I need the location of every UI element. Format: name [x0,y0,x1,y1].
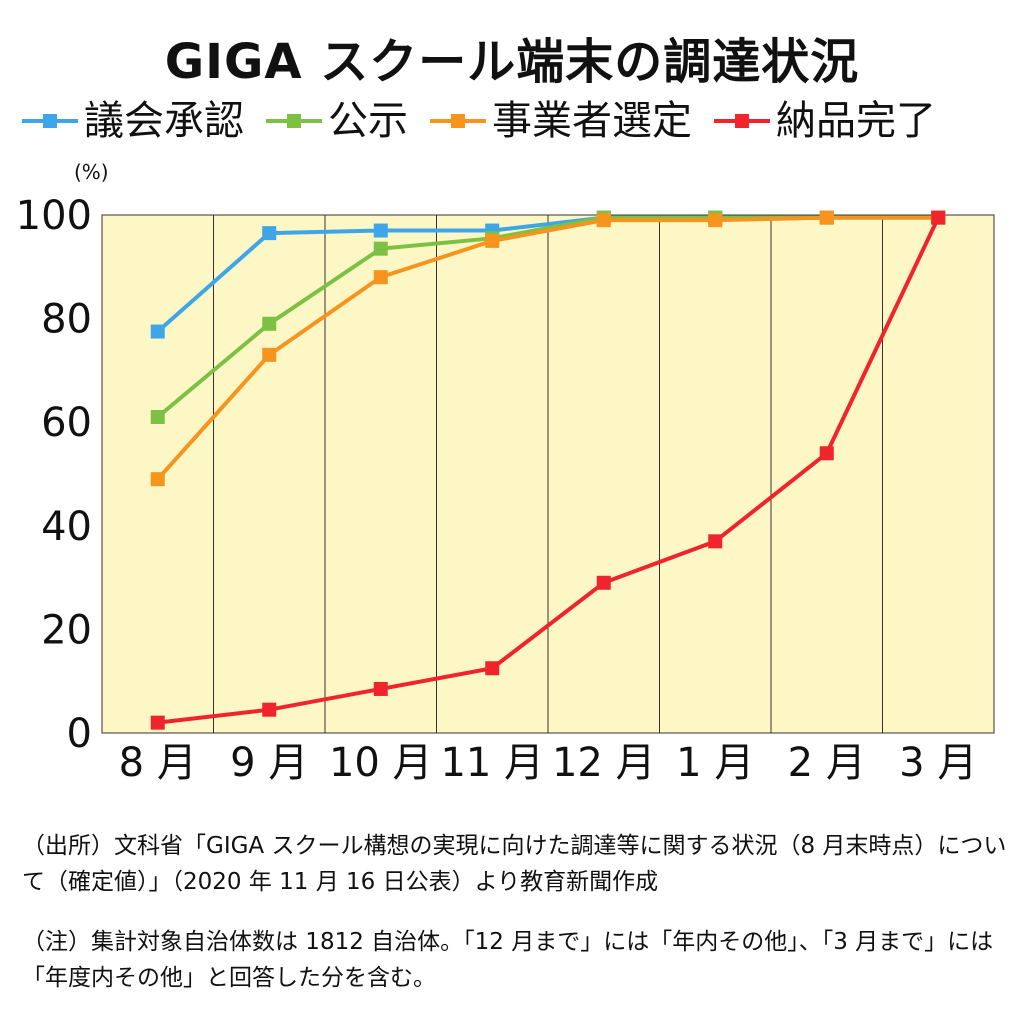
x-tick-label: 1 月 [676,740,754,786]
data-point [485,661,500,676]
y-tick-label: 20 [41,607,92,653]
legend-item: 納品完了 [714,97,936,145]
legend-marker-icon [714,114,770,128]
x-tick-label: 10 月 [329,740,433,786]
y-tick-label: 40 [41,504,92,550]
data-point [931,210,946,225]
legend-label: 事業者選定 [492,98,692,144]
y-tick-label: 0 [67,711,92,757]
series-line [157,216,941,725]
data-point [819,210,834,225]
data-point [262,226,277,241]
x-tick-label: 12 月 [552,740,656,786]
y-tick-label: 60 [41,400,92,446]
data-point [708,213,723,228]
line-chart: 0 20 40 60 80 100 8 月 9 月 10 月 11 月 12 月 1 月 2 月 3 月 [16,193,995,786]
legend-label: 公示 [328,98,408,144]
data-point [150,715,165,730]
x-tick-label: 11 月 [440,740,544,786]
legend-marker-icon [266,114,322,128]
legend-item: 議会承認 [22,97,244,145]
legend-item: 公示 [266,97,408,145]
legend-marker-icon [22,114,78,128]
data-point [150,472,165,487]
data-point [373,270,388,285]
y-tick-label: 80 [41,297,92,343]
data-point [150,324,165,339]
legend-marker-icon [430,114,486,128]
x-tick-label: 9 月 [230,740,308,786]
data-point [262,316,277,331]
legend-item: 事業者選定 [430,97,692,145]
data-point [485,233,500,248]
data-point [708,534,723,549]
x-tick-label: 8 月 [119,740,197,786]
data-point [262,347,277,362]
series-line [156,215,939,481]
data-point [373,681,388,696]
y-axis-unit: (%) [74,160,109,184]
source-note: （出所）文科省「GIGA スクール構想の実現に向けた調達等に関する状況（8 月末… [22,833,1007,895]
data-point [262,702,277,717]
data-point [596,575,611,590]
legend-label: 議会承認 [84,98,244,144]
data-point [596,213,611,228]
legend-label: 納品完了 [776,98,936,144]
data-point [373,241,388,256]
chart-legend: 議会承認 公示 事業者選定 納品完了 [22,96,958,146]
data-point [373,223,388,238]
x-tick-label: 3 月 [899,740,977,786]
chart-title: GIGA スクール端末の調達状況 [164,34,860,90]
footnote: （注）集計対象自治体数は 1812 自治体。「12 月まで」には「年内その他」、… [22,929,994,991]
x-tick-label: 2 月 [788,740,866,786]
y-tick-label: 100 [16,193,92,239]
data-point [150,410,165,425]
data-point [819,446,834,461]
